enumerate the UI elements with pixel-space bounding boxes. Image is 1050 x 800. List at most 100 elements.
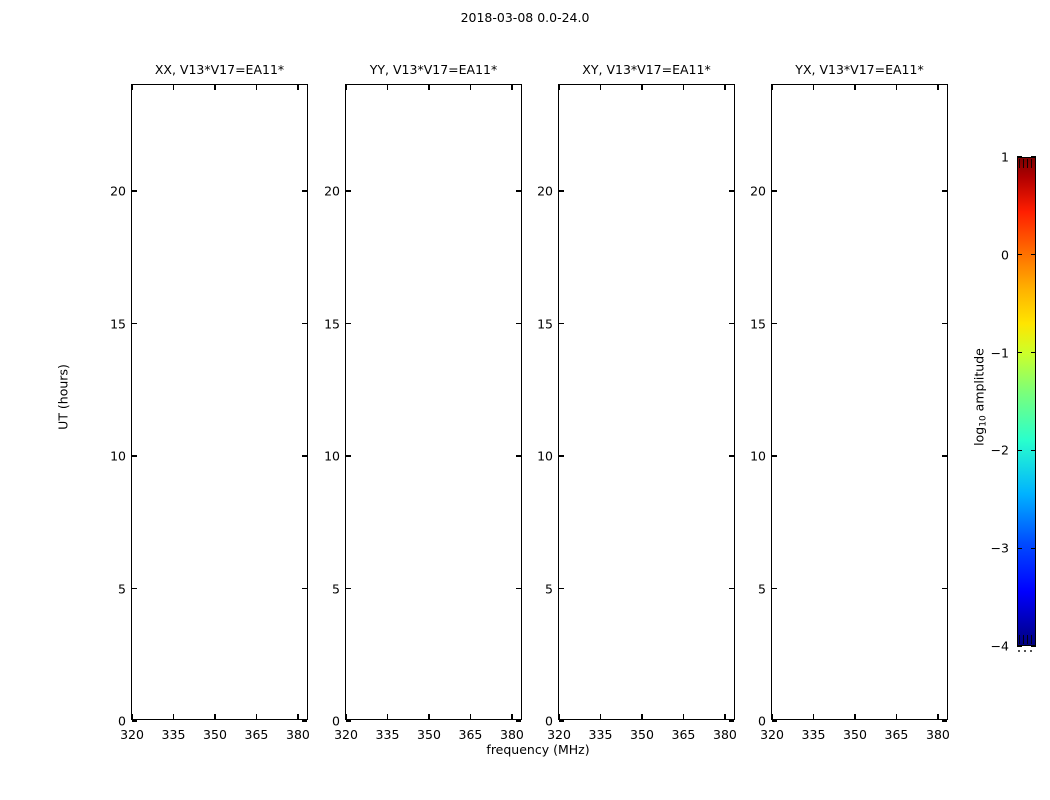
y-tick-left [132,587,137,590]
y-tick-right [942,190,947,192]
x-tick-top [214,85,216,90]
x-tick-top [172,85,175,90]
x-tick-top [895,85,898,90]
x-tick-top [599,85,602,90]
y-tick-left [346,455,351,457]
x-tick-bottom [895,714,898,719]
x-tick-label: 365 [671,727,696,742]
x-tick-label: 320 [547,727,571,742]
y-tick-right [516,720,521,722]
x-tick-bottom [682,714,685,719]
colorbar-tick-label: −1 [990,345,1009,361]
x-tick-top [771,85,773,90]
y-tick-label: 15 [110,316,126,331]
y-tick-label: 10 [537,448,553,464]
colorbar-gradient [1018,158,1035,645]
colorbar-tick [1031,547,1036,549]
x-tick-top [558,85,560,90]
x-tick-label: 380 [286,727,310,742]
y-tick-right [942,587,947,590]
y-tick-left [772,455,777,457]
y-tick-right [729,190,734,192]
y-tick-right [942,455,947,457]
x-tick-bottom [511,714,513,719]
colorbar-label: log10 amplitude [972,348,989,446]
x-tick-top [682,85,685,90]
x-tick-label: 350 [630,727,654,742]
x-tick-label: 380 [926,727,950,742]
colorbar-tick [1031,449,1036,451]
x-tick-bottom [469,714,472,719]
y-tick-left [346,720,351,722]
x-tick-label: 380 [500,727,524,742]
y-tick-right [302,190,307,192]
subplot-xy[interactable]: XY, V13*V17=EA11* 320 335 350 365 380 0 5 10 15 20 [537,62,737,742]
y-tick-label: 0 [118,713,126,729]
x-tick-top [428,85,430,90]
y-tick-left [772,587,777,590]
colorbar-tick [1031,352,1036,354]
x-tick-top [937,85,939,90]
subplot-yy[interactable]: YY, V13*V17=EA11* 320 335 350 365 380 0 5 10 15 20 [324,62,524,742]
x-tick-bottom [255,714,258,719]
y-tick-left [772,720,777,722]
subplot-title-xx: XX, V13*V17=EA11* [154,62,285,77]
y-tick-label: 20 [324,183,340,199]
colorbar-under-range-hatch [1019,635,1034,644]
subplot-title-yy: YY, V13*V17=EA11* [369,62,498,77]
x-tick-bottom [297,714,299,719]
y-tick-left [132,322,137,325]
colorbar[interactable] [1017,157,1036,646]
colorbar-label-suffix: amplitude [971,348,987,416]
x-tick-bottom [345,714,347,719]
y-tick-label: 0 [545,713,553,729]
colorbar-tick-label: −3 [990,540,1009,556]
x-tick-top [131,85,133,90]
colorbar-tick [1017,645,1022,647]
colorbar-over-range-hatch [1019,159,1034,168]
y-tick-right [729,455,734,457]
x-tick-label: 335 [375,727,400,742]
y-tick-right [729,720,734,722]
y-tick-left [346,322,351,325]
x-tick-bottom [724,714,726,719]
y-tick-label: 5 [545,581,553,596]
x-tick-top [511,85,513,90]
x-tick-label: 365 [458,727,483,742]
x-tick-bottom [214,714,216,719]
colorbar-tick [1017,254,1022,256]
y-tick-right [302,587,307,590]
x-tick-bottom [812,714,815,719]
x-tick-label: 350 [843,727,867,742]
x-tick-label: 350 [417,727,441,742]
x-tick-top [345,85,347,90]
y-tick-right [302,322,307,325]
x-tick-label: 380 [713,727,737,742]
subplot-yx[interactable]: YX, V13*V17=EA11* 320 335 350 365 380 0 5 10 15 20 [750,62,950,742]
x-tick-bottom [131,714,133,719]
x-tick-bottom [771,714,773,719]
x-tick-bottom [641,714,643,719]
x-tick-label: 335 [801,727,826,742]
colorbar-tick [1031,645,1036,647]
x-tick-bottom [937,714,939,719]
colorbar-label-prefix: log [971,426,987,446]
y-axis-label: UT (hours) [55,364,71,430]
colorbar-tick [1017,352,1022,354]
y-tick-left [346,190,351,192]
y-tick-left [132,720,137,722]
x-tick-bottom [558,714,560,719]
colorbar-tick [1017,156,1022,158]
y-tick-right [729,322,734,325]
y-tick-label: 15 [750,316,766,331]
y-tick-label: 5 [118,581,126,596]
subplot-xx[interactable]: XX, V13*V17=EA11* 320 335 350 365 380 0 5 10 15 20 [110,62,310,742]
y-tick-left [772,190,777,192]
x-tick-label: 320 [334,727,358,742]
subplot-title-yx: YX, V13*V17=EA11* [795,62,924,77]
colorbar-tick [1031,254,1036,256]
x-tick-bottom [386,714,389,719]
x-tick-bottom [172,714,175,719]
x-tick-label: 365 [244,727,269,742]
y-tick-label: 0 [758,713,766,729]
